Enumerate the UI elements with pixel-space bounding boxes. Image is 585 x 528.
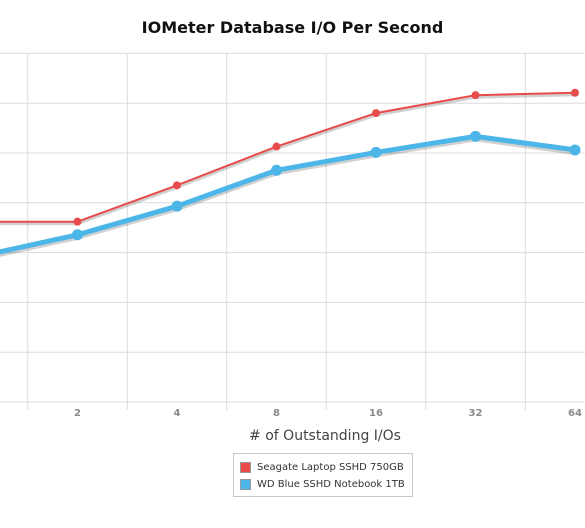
series-lines [0, 91, 576, 257]
data-point-1 [171, 200, 183, 212]
legend-label-seagate: Seagate Laptop SSHD 750GB [257, 461, 404, 473]
data-point-0 [73, 217, 82, 226]
grid [0, 52, 585, 410]
x-tick-label: 32 [469, 408, 483, 419]
series-line-shadow [0, 135, 576, 257]
data-point-1 [470, 130, 481, 142]
data-point-1 [370, 146, 382, 158]
x-tick-label: 64 [568, 408, 582, 419]
data-point-0 [571, 88, 579, 97]
data-point-1 [72, 229, 83, 241]
chart-title: IOMeter Database I/O Per Second [141, 18, 444, 37]
data-point-0 [272, 142, 281, 151]
legend-item-seagate[interactable]: Seagate Laptop SSHD 750GB [240, 460, 404, 474]
legend-swatch-seagate [240, 461, 251, 473]
x-tick-label: 16 [369, 408, 383, 419]
legend: Seagate Laptop SSHD 750GB WD Blue SSHD N… [233, 453, 413, 497]
legend-label-wd: WD Blue SSHD Notebook 1TB [257, 478, 405, 490]
data-point-0 [471, 91, 480, 100]
series-line-1 [0, 133, 576, 255]
x-tick-label: 2 [74, 408, 81, 419]
x-tick-label: 8 [273, 408, 280, 419]
data-point-1 [569, 144, 581, 156]
series-points [72, 88, 581, 241]
data-point-0 [372, 109, 380, 118]
legend-swatch-wd [240, 478, 251, 490]
legend-item-wd[interactable]: WD Blue SSHD Notebook 1TB [240, 477, 405, 491]
x-axis-title: # of Outstanding I/Os [249, 428, 401, 444]
data-point-0 [173, 181, 181, 190]
x-tick-labels: 2 4 8 16 32 64 [74, 408, 582, 419]
data-point-1 [271, 164, 282, 176]
series-line-shadow [0, 93, 576, 226]
x-tick-label: 4 [174, 408, 181, 419]
